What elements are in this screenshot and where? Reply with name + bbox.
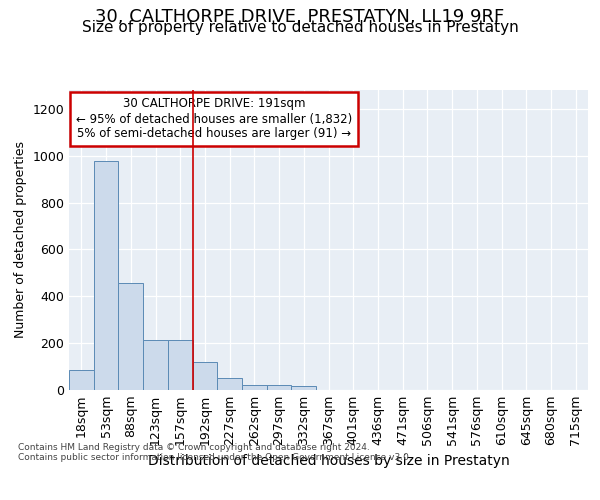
Y-axis label: Number of detached properties: Number of detached properties (14, 142, 27, 338)
Bar (217, 378, 242, 390)
Bar (69, 370, 94, 390)
Bar (267, 385, 292, 390)
Bar (118, 284, 143, 390)
Text: 30, CALTHORPE DRIVE, PRESTATYN, LL19 9RF: 30, CALTHORPE DRIVE, PRESTATYN, LL19 9RF (95, 8, 505, 26)
Bar (193, 362, 217, 390)
Bar (143, 340, 168, 390)
Bar (168, 340, 193, 390)
Text: Size of property relative to detached houses in Prestatyn: Size of property relative to detached ho… (82, 20, 518, 35)
Text: 30 CALTHORPE DRIVE: 191sqm
← 95% of detached houses are smaller (1,832)
5% of se: 30 CALTHORPE DRIVE: 191sqm ← 95% of deta… (76, 98, 352, 140)
Bar (94, 162, 118, 390)
X-axis label: Distribution of detached houses by size in Prestatyn: Distribution of detached houses by size … (148, 454, 509, 468)
Bar (242, 385, 267, 390)
Bar (292, 386, 316, 390)
Text: Contains HM Land Registry data © Crown copyright and database right 2024.
Contai: Contains HM Land Registry data © Crown c… (18, 442, 412, 462)
